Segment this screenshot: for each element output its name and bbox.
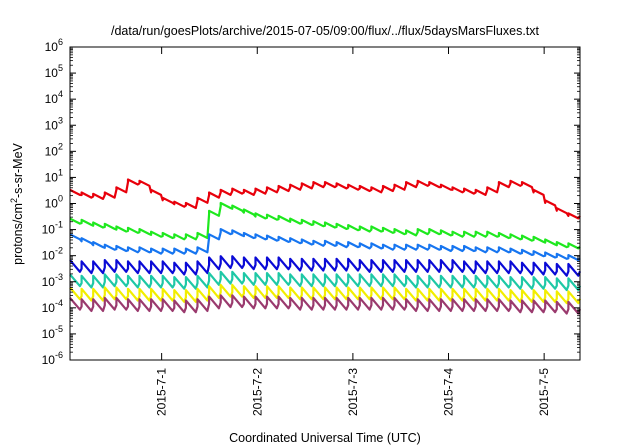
y-tick-label-base: 10 [42, 353, 56, 367]
y-tick-label: 104 [45, 89, 63, 106]
y-axis-label-suffix: -s-sr-MeV [11, 142, 25, 198]
series-line-4 [69, 270, 582, 292]
y-tick-label-exponent: -6 [55, 350, 63, 360]
y-tick-label-exponent: 3 [58, 115, 63, 125]
y-tick-label: 10-2 [42, 246, 63, 263]
y-tick-label: 10-4 [42, 298, 63, 315]
series-line-5 [69, 283, 582, 305]
y-tick-label: 10-6 [42, 350, 63, 367]
series-line-3 [69, 255, 582, 277]
y-tick-label: 102 [45, 141, 63, 158]
y-tick-label: 101 [45, 167, 63, 184]
y-tick-label: 10-1 [42, 220, 63, 237]
y-tick-label-exponent: 4 [58, 89, 63, 99]
plot-frame [69, 46, 581, 361]
y-tick-label-exponent: 0 [58, 194, 63, 204]
y-tick-label-base: 10 [45, 40, 59, 54]
y-tick-label: 100 [45, 194, 63, 211]
series-layer [69, 178, 582, 315]
y-tick-label-exponent: -3 [55, 272, 63, 282]
y-tick-label-exponent: -1 [55, 220, 63, 230]
x-tick-label: 2015-7-5 [537, 368, 551, 416]
x-tick-label: 2015-7-4 [442, 368, 456, 416]
y-tick-label-exponent: -4 [55, 298, 63, 308]
y-tick-label: 105 [45, 63, 63, 80]
x-tick-label: 2015-7-1 [155, 368, 169, 416]
y-tick-label: 103 [45, 115, 63, 132]
y-tick-label-exponent: 5 [58, 63, 63, 73]
x-tick-label: 2015-7-3 [346, 368, 360, 416]
y-tick-label-base: 10 [45, 92, 59, 106]
y-tick-label: 10-3 [42, 272, 63, 289]
series-line-6 [69, 294, 582, 315]
series-line-0 [69, 178, 581, 220]
axis-layer: 10610510410310210110010-110-210-310-410-… [42, 37, 580, 416]
series-line-2 [69, 228, 581, 262]
y-axis-label: protons/cm2-s-sr-MeV [9, 142, 25, 264]
y-tick-label-base: 10 [42, 223, 56, 237]
y-tick-label-base: 10 [42, 275, 56, 289]
x-axis-label: Coordinated Universal Time (UTC) [229, 431, 421, 445]
y-tick-label-base: 10 [45, 144, 59, 158]
y-tick-label: 10-5 [42, 324, 63, 341]
chart-title: /data/run/goesPlots/archive/2015-07-05/0… [111, 24, 540, 38]
y-tick-label-exponent: 2 [58, 141, 63, 151]
y-tick-label: 106 [45, 37, 63, 54]
y-tick-label-base: 10 [45, 118, 59, 132]
y-tick-label-base: 10 [42, 301, 56, 315]
y-tick-label-exponent: 6 [58, 37, 63, 47]
series-line-1 [69, 201, 581, 250]
y-tick-label-base: 10 [45, 170, 59, 184]
x-tick-label: 2015-7-2 [250, 368, 264, 416]
y-tick-label-exponent: 1 [58, 167, 63, 177]
y-tick-label-exponent: -5 [55, 324, 63, 334]
y-tick-label-base: 10 [45, 66, 59, 80]
y-tick-label-base: 10 [45, 197, 59, 211]
y-axis-label-main: protons/cm [11, 203, 25, 265]
y-tick-label-base: 10 [42, 327, 56, 341]
y-axis-label-superscript: 2 [9, 198, 19, 203]
y-tick-label-exponent: -2 [55, 246, 63, 256]
y-tick-label-base: 10 [42, 249, 56, 263]
